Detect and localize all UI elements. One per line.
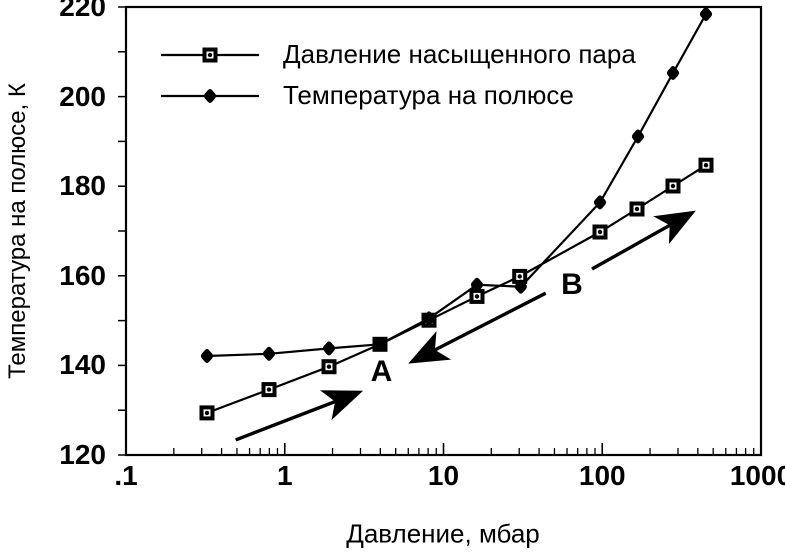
svg-text:A: A	[371, 355, 393, 388]
svg-text:Давление насыщенного пара: Давление насыщенного пара	[283, 39, 636, 69]
svg-text:Температура на полюсе: Температура на полюсе	[283, 80, 574, 110]
svg-text:B: B	[561, 268, 583, 301]
